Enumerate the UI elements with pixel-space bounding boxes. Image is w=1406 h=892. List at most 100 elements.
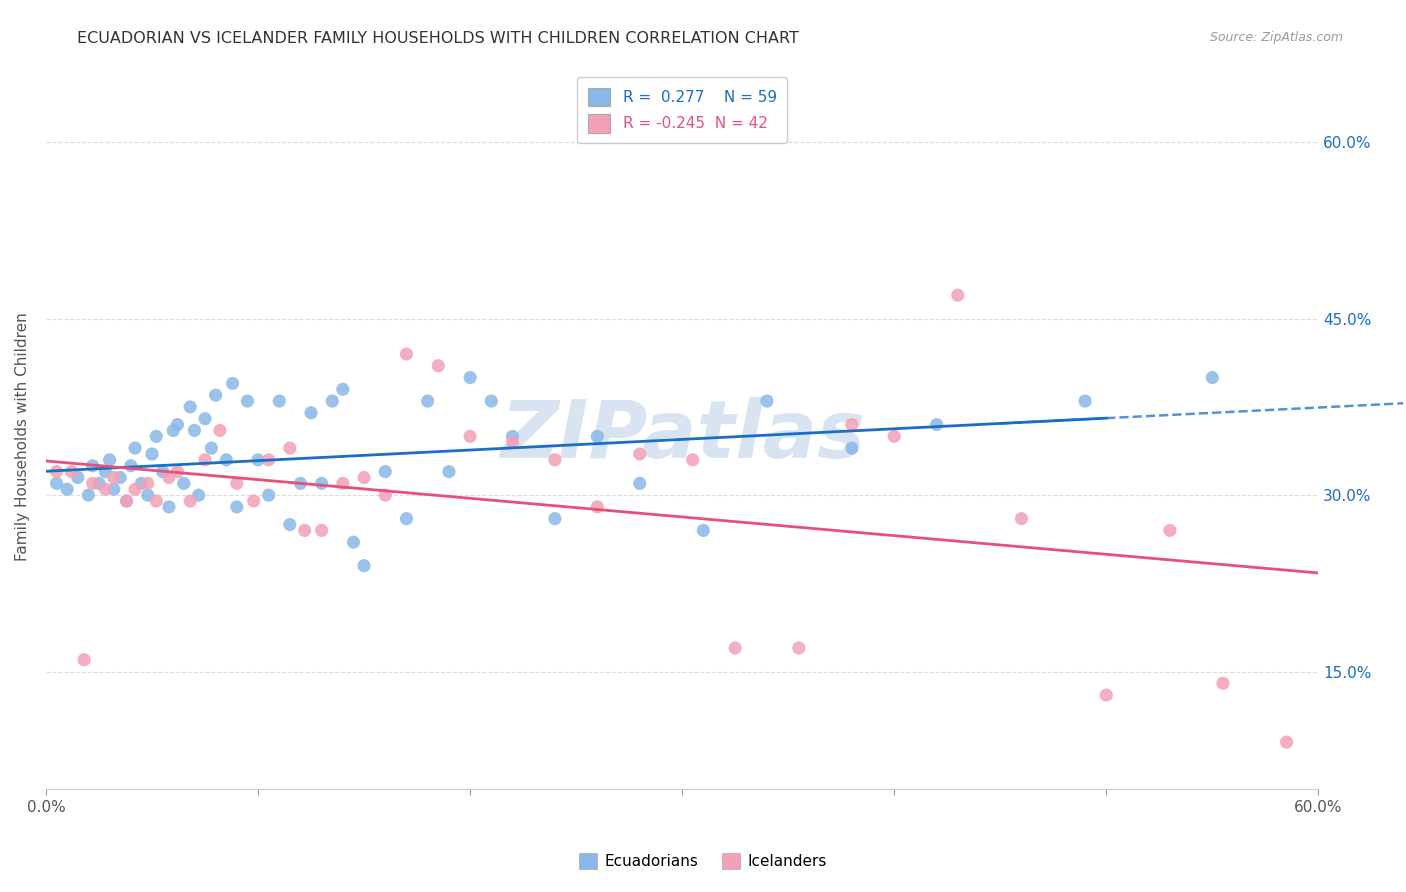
Point [194, 411, 217, 425]
Point [925, 417, 948, 432]
Point [183, 424, 205, 438]
Point [94, 465, 117, 479]
Point [883, 429, 905, 443]
Point [194, 453, 217, 467]
Point [395, 511, 418, 525]
Point [173, 476, 195, 491]
Point [77, 488, 100, 502]
Point [299, 406, 322, 420]
Point [120, 458, 142, 473]
Point [136, 476, 159, 491]
Point [458, 429, 481, 443]
Text: ZIPatlas: ZIPatlas [499, 397, 865, 475]
Point [353, 558, 375, 573]
Point [73, 653, 96, 667]
Point [479, 394, 502, 409]
Point [103, 470, 125, 484]
Point [724, 640, 747, 655]
Point [179, 494, 201, 508]
Point [502, 435, 524, 450]
Point [166, 417, 188, 432]
Point [221, 376, 243, 391]
Point [152, 465, 174, 479]
Point [332, 382, 354, 396]
Point [427, 359, 450, 373]
Point [946, 288, 969, 302]
Point [82, 476, 104, 491]
Point [162, 424, 184, 438]
Point [374, 488, 396, 502]
Point [374, 465, 396, 479]
Point [395, 347, 418, 361]
Point [108, 470, 131, 484]
Point [257, 488, 280, 502]
Point [225, 500, 247, 514]
Point [544, 511, 567, 525]
Point [290, 476, 312, 491]
Point [1212, 676, 1234, 690]
Point [1011, 511, 1033, 525]
Point [278, 517, 301, 532]
Point [278, 441, 301, 455]
Legend: Ecuadorians, Icelanders: Ecuadorians, Icelanders [572, 847, 834, 875]
Point [60, 465, 83, 479]
Point [787, 640, 810, 655]
Point [257, 453, 280, 467]
Point [166, 465, 188, 479]
Point [437, 465, 460, 479]
Point [124, 482, 146, 496]
Point [628, 476, 651, 491]
Legend: R =  0.277    N = 59, R = -0.245  N = 42: R = 0.277 N = 59, R = -0.245 N = 42 [576, 77, 787, 144]
Point [179, 400, 201, 414]
Text: ECUADORIAN VS ICELANDER FAMILY HOUSEHOLDS WITH CHILDREN CORRELATION CHART: ECUADORIAN VS ICELANDER FAMILY HOUSEHOLD… [77, 31, 799, 46]
Point [243, 494, 266, 508]
Point [145, 494, 167, 508]
Point [157, 500, 180, 514]
Point [115, 494, 138, 508]
Point [204, 388, 226, 402]
Point [208, 424, 231, 438]
Point [628, 447, 651, 461]
Point [294, 524, 316, 538]
Point [841, 441, 863, 455]
Point [236, 394, 259, 409]
Point [841, 417, 863, 432]
Point [200, 441, 222, 455]
Point [56, 482, 79, 496]
Point [215, 453, 238, 467]
Point [332, 476, 354, 491]
Point [66, 470, 89, 484]
Point [269, 394, 291, 409]
Point [45, 476, 67, 491]
Point [342, 535, 364, 549]
Point [416, 394, 439, 409]
Point [124, 441, 146, 455]
Point [1201, 370, 1223, 384]
Point [544, 453, 567, 467]
Point [502, 429, 524, 443]
Point [225, 476, 247, 491]
Point [458, 370, 481, 384]
Point [756, 394, 779, 409]
Point [98, 453, 121, 467]
Y-axis label: Family Households with Children: Family Households with Children [15, 312, 30, 561]
Point [145, 429, 167, 443]
Point [1159, 524, 1181, 538]
Point [682, 453, 704, 467]
Point [311, 524, 333, 538]
Point [94, 482, 117, 496]
Point [103, 482, 125, 496]
Point [157, 470, 180, 484]
Point [1275, 735, 1298, 749]
Point [353, 470, 375, 484]
Point [692, 524, 714, 538]
Point [136, 488, 159, 502]
Point [586, 429, 609, 443]
Point [586, 500, 609, 514]
Point [187, 488, 209, 502]
Point [87, 476, 110, 491]
Point [115, 494, 138, 508]
Text: Source: ZipAtlas.com: Source: ZipAtlas.com [1209, 31, 1343, 45]
Point [131, 476, 153, 491]
Point [82, 458, 104, 473]
